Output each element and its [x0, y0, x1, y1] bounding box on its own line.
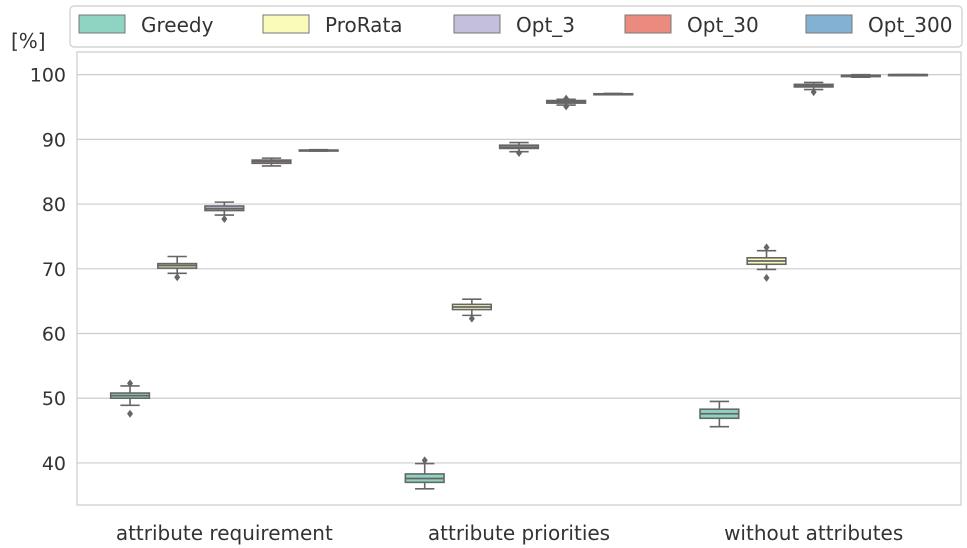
box-plot-marks: [109, 73, 929, 490]
x-category-label: attribute requirement: [116, 521, 333, 545]
legend-swatch: [805, 14, 853, 34]
legend-swatch: [453, 14, 501, 34]
legend-swatch: [78, 14, 126, 34]
outlier-point: [563, 102, 570, 111]
x-axis-category-labels: attribute requirement attribute prioritie…: [116, 521, 903, 545]
y-axis-ticks: 40 50 60 70 80 90 100: [30, 65, 66, 475]
x-category-label: without attributes: [724, 521, 903, 545]
box-opt-3: [204, 201, 245, 223]
outlier-point: [127, 409, 134, 418]
legend-swatch: [262, 14, 310, 34]
legend-label: ProRata: [325, 13, 403, 37]
y-tick-label: 80: [42, 194, 66, 216]
y-tick-label: 100: [30, 65, 66, 87]
gridlines: [77, 74, 961, 464]
box-prorata: [746, 243, 787, 282]
legend-label: Opt_3: [516, 13, 575, 37]
box-opt-30: [840, 73, 881, 79]
outlier-point: [127, 379, 134, 388]
plot-area-frame: [76, 51, 962, 506]
y-tick-label: 70: [42, 259, 66, 281]
y-tick-label: 90: [42, 129, 66, 151]
box-opt-3: [793, 81, 834, 97]
box-greedy: [404, 456, 445, 490]
outlier-point: [763, 243, 770, 252]
outlier-point: [516, 148, 522, 157]
legend-swatch: [624, 14, 672, 34]
y-tick-label: 50: [42, 388, 66, 410]
legend-label: Opt_30: [687, 13, 759, 37]
outlier-point: [468, 314, 475, 323]
outlier-point: [421, 456, 428, 465]
box-prorata: [157, 255, 198, 282]
outlier-point: [563, 94, 570, 103]
box-prorata: [451, 298, 492, 323]
box-opt-3: [498, 141, 540, 157]
outlier-point: [174, 273, 181, 282]
outlier-point: [221, 214, 228, 223]
box-opt-30: [251, 157, 292, 167]
legend-label: Greedy: [141, 13, 214, 37]
box-opt-300: [298, 148, 339, 152]
outlier-point: [810, 88, 817, 97]
box-greedy: [699, 400, 740, 428]
box-opt-30: [546, 94, 587, 111]
box-opt-300: [593, 92, 634, 96]
box-opt-300: [887, 73, 929, 77]
x-category-label: attribute priorities: [428, 521, 610, 545]
outlier-point: [763, 273, 770, 282]
y-tick-label: 40: [42, 453, 66, 475]
box-greedy: [109, 379, 151, 418]
legend-label: Opt_300: [868, 13, 952, 37]
y-unit-label: [%]: [11, 29, 46, 53]
legend: Greedy ProRata Opt_3 Opt_30 Opt_300: [69, 5, 963, 48]
y-tick-label: 60: [42, 324, 66, 346]
